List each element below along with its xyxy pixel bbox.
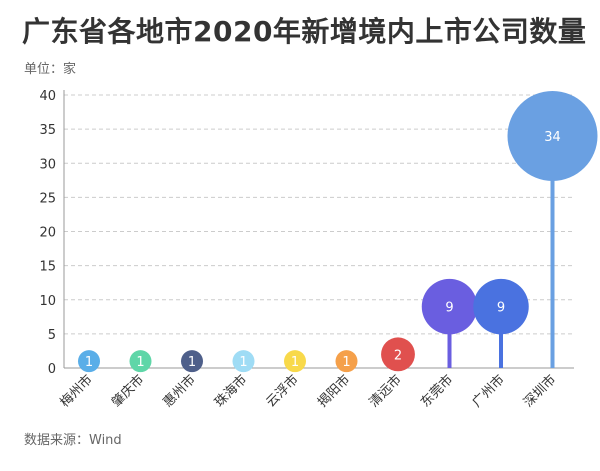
data-bubble [507, 90, 598, 181]
x-tick-label: 惠州市 [160, 372, 199, 411]
data-label: 1 [239, 355, 247, 370]
y-tick-label: 0 [48, 362, 56, 377]
y-tick-label: 5 [48, 328, 56, 343]
data-bubble [284, 350, 306, 373]
data-label: 1 [85, 355, 93, 370]
x-tick-label: 清远市 [366, 372, 405, 411]
data-label: 1 [136, 355, 144, 370]
data-bubble [181, 350, 203, 373]
x-tick-label: 深圳市 [520, 372, 559, 411]
y-tick-label: 20 [39, 226, 56, 241]
x-tick-label: 云浮市 [263, 372, 302, 411]
data-bubble [78, 350, 100, 373]
x-tick-label: 广州市 [469, 372, 508, 411]
data-label: 1 [188, 355, 196, 370]
data-label: 9 [497, 301, 505, 316]
chart-title: 广东省各地市2020年新增境内上市公司数量 [22, 15, 587, 48]
data-bubble [473, 278, 529, 335]
data-label: 2 [394, 348, 402, 363]
source-label: 数据来源：Wind [24, 433, 122, 448]
data-bubble [129, 350, 152, 373]
data-label: 1 [291, 355, 299, 370]
x-tick-label: 梅州市 [57, 372, 96, 411]
data-label: 1 [342, 355, 350, 370]
y-tick-label: 40 [39, 89, 56, 104]
y-tick-label: 15 [39, 260, 56, 275]
x-tick-label: 珠海市 [211, 372, 250, 411]
x-tick-label: 肇庆市 [108, 372, 147, 411]
x-tick-label: 揭阳市 [314, 372, 353, 411]
x-tick-label: 东莞市 [417, 372, 456, 411]
data-bubble [421, 278, 478, 335]
data-bubble [381, 337, 415, 372]
y-tick-label: 35 [39, 123, 56, 138]
data-bubble [232, 350, 255, 373]
y-tick-label: 30 [39, 157, 56, 172]
data-label: 9 [445, 301, 453, 316]
y-tick-label: 25 [39, 191, 56, 206]
unit-label: 单位：家 [24, 62, 77, 77]
y-tick-label: 10 [39, 294, 56, 309]
data-bubble [335, 350, 358, 373]
data-label: 34 [544, 130, 561, 145]
